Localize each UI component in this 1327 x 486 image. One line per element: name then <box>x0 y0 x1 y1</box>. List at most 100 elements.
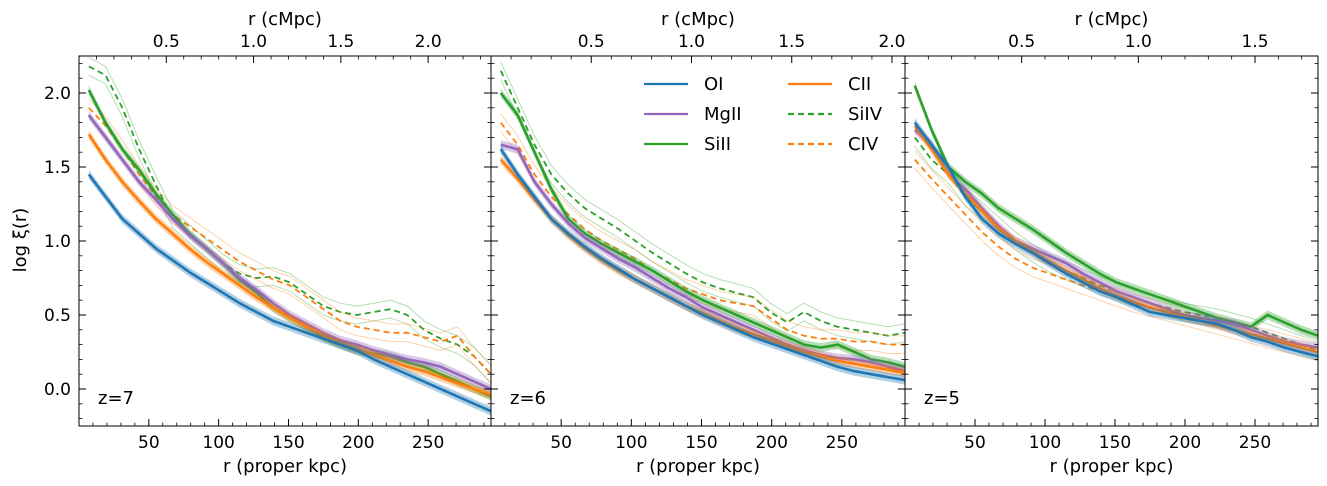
series-band-upper <box>914 150 1318 344</box>
series-cii <box>87 130 491 400</box>
top-axis-label: r (cMpc) <box>1075 9 1149 30</box>
series-band-upper <box>500 113 905 337</box>
legend-label: CIV <box>848 134 879 155</box>
legend-item-mgii: MgII <box>644 104 742 125</box>
legend-label: SiIV <box>848 104 883 125</box>
series-band-lower <box>914 168 1318 362</box>
x-tick-label: 250 <box>826 433 858 453</box>
series-band-lower <box>500 131 905 354</box>
panel-series <box>913 81 1318 362</box>
panel-2: 50 100 150 200 250 0.5 1.0 1.5 2.0 r (proper kpc)… <box>490 9 906 477</box>
panel-frame <box>904 55 1319 427</box>
y-tick-label: 1.0 <box>44 232 71 252</box>
series-band <box>88 170 491 416</box>
redshift-label: z=7 <box>98 388 134 409</box>
series-mgii <box>500 140 905 376</box>
series-siii <box>499 88 905 372</box>
chart-panels: 50 100 150 200 250 0.5 1.0 1.5 2.0 0.0 0.5 1.0 1.5 2.… <box>44 9 1319 477</box>
series-line <box>913 85 1318 337</box>
top-tick-label: 1.5 <box>1241 32 1268 52</box>
legend: OI MgII SiII CII SiIV CIV <box>644 74 883 155</box>
x-tick-label: 200 <box>1169 433 1201 453</box>
legend-label: MgII <box>704 104 742 125</box>
series-siii <box>913 81 1318 341</box>
series-oi <box>913 118 1318 361</box>
series-line <box>499 70 905 337</box>
series-band-lower <box>500 79 905 346</box>
x-tick-label: 50 <box>550 433 572 453</box>
legend-item-siii: SiII <box>644 134 731 155</box>
panel-3: 50 100 150 200 250 0.5 1.0 1.5 r (proper kpc) r (… <box>904 9 1319 477</box>
x-tick-label: 100 <box>202 433 234 453</box>
series-mgii <box>87 110 491 394</box>
x-tick-label: 250 <box>1239 433 1271 453</box>
top-tick-label: 1.5 <box>327 32 354 52</box>
top-tick-label: 1.0 <box>240 32 267 52</box>
top-tick-label: 1.0 <box>1125 32 1152 52</box>
x-tick-label: 50 <box>964 433 986 453</box>
panel-1: 50 100 150 200 250 0.5 1.0 1.5 2.0 0.0 0.5 1.0 1.5 2.… <box>44 9 492 477</box>
top-tick-label: 0.5 <box>578 32 605 52</box>
legend-item-cii: CII <box>788 74 871 95</box>
series-cii <box>913 121 1318 357</box>
redshift-label: z=6 <box>510 388 546 409</box>
series-siiv <box>499 61 905 346</box>
legend-item-siiv: SiIV <box>788 104 883 125</box>
series-mgii <box>913 125 1318 352</box>
x-tick-label: 100 <box>615 433 647 453</box>
series-line <box>500 143 905 373</box>
top-tick-label: 1.5 <box>778 32 805 52</box>
top-tick-label: 0.5 <box>153 32 180 52</box>
y-tick-label: 0.0 <box>44 380 71 400</box>
panel-series <box>87 57 491 416</box>
x-tick-label: 100 <box>1029 433 1061 453</box>
series-oi <box>499 144 905 385</box>
legend-label: OI <box>704 74 723 95</box>
x-tick-label: 150 <box>272 433 304 453</box>
x-tick-label: 200 <box>755 433 787 453</box>
series-line <box>913 121 1318 358</box>
series-line <box>87 173 491 413</box>
series-band-lower <box>88 74 491 384</box>
series-band-upper <box>914 128 1318 343</box>
y-axis-label: log ξ(r) <box>10 208 31 273</box>
series-oi <box>87 170 491 416</box>
panel-series <box>499 61 905 385</box>
series-line <box>913 124 1318 354</box>
series-line <box>87 114 491 391</box>
series-siiv <box>88 57 491 384</box>
x-tick-label: 200 <box>342 433 374 453</box>
x-axis-label: r (proper kpc) <box>1050 456 1174 477</box>
series-band-lower <box>88 116 491 384</box>
top-tick-label: 0.5 <box>1008 32 1035 52</box>
x-axis-label: r (proper kpc) <box>223 456 347 477</box>
series-band-upper <box>500 61 905 328</box>
top-tick-label: 2.0 <box>878 32 905 52</box>
series-line <box>499 92 905 369</box>
series-line <box>913 129 1318 349</box>
x-tick-label: 50 <box>138 433 160 453</box>
series-band-upper <box>88 57 491 366</box>
legend-item-civ: CIV <box>788 134 879 155</box>
series-line <box>499 148 905 382</box>
x-axis-label: r (proper kpc) <box>636 456 760 477</box>
legend-label: SiII <box>704 134 731 155</box>
series-band-upper <box>88 98 491 366</box>
top-tick-label: 1.0 <box>678 32 705 52</box>
x-tick-label: 250 <box>412 433 444 453</box>
top-axis-label: r (cMpc) <box>661 9 735 30</box>
top-tick-label: 2.0 <box>415 32 442 52</box>
series-line <box>87 133 491 397</box>
y-tick-label: 1.5 <box>44 158 71 178</box>
series-band <box>88 110 491 394</box>
x-tick-label: 150 <box>1099 433 1131 453</box>
series-civ <box>88 98 491 384</box>
legend-item-oi: OI <box>644 74 723 95</box>
series-line <box>500 122 905 346</box>
series-line <box>88 107 491 375</box>
y-tick-label: 2.0 <box>44 84 71 104</box>
legend-label: CII <box>848 74 871 95</box>
redshift-label: z=5 <box>924 388 960 409</box>
top-axis-label: r (cMpc) <box>248 9 322 30</box>
